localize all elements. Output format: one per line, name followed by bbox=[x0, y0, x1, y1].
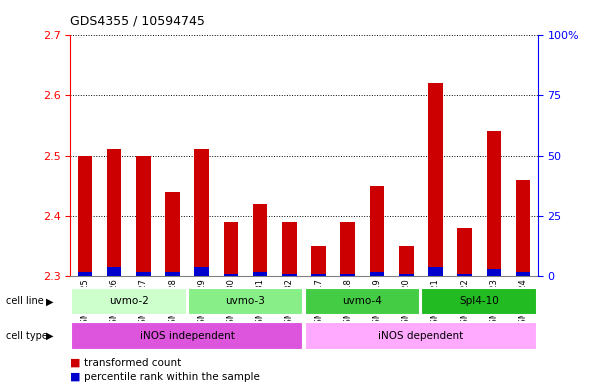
Bar bbox=[304, 322, 537, 350]
Bar bbox=[399, 274, 414, 276]
Bar bbox=[165, 192, 180, 276]
Bar bbox=[194, 267, 209, 276]
Text: ■: ■ bbox=[70, 372, 81, 382]
Bar bbox=[253, 271, 268, 276]
Text: ▶: ▶ bbox=[46, 331, 53, 341]
Bar bbox=[311, 246, 326, 276]
Text: GDS4355 / 10594745: GDS4355 / 10594745 bbox=[70, 15, 205, 28]
Bar bbox=[282, 274, 297, 276]
Bar bbox=[136, 271, 150, 276]
Text: uvmo-2: uvmo-2 bbox=[109, 296, 148, 306]
Text: percentile rank within the sample: percentile rank within the sample bbox=[84, 372, 260, 382]
Bar bbox=[516, 271, 530, 276]
Bar bbox=[224, 274, 238, 276]
Text: ■: ■ bbox=[70, 358, 81, 368]
Bar bbox=[458, 274, 472, 276]
Text: uvmo-4: uvmo-4 bbox=[342, 296, 382, 306]
Bar bbox=[78, 156, 92, 276]
Bar bbox=[136, 156, 150, 276]
Bar bbox=[71, 322, 304, 350]
Bar bbox=[486, 131, 501, 276]
Bar bbox=[399, 246, 414, 276]
Bar bbox=[253, 204, 268, 276]
Text: ▶: ▶ bbox=[46, 296, 53, 306]
Text: uvmo-3: uvmo-3 bbox=[225, 296, 266, 306]
Bar bbox=[224, 222, 238, 276]
Bar bbox=[458, 228, 472, 276]
Bar bbox=[340, 274, 355, 276]
Bar bbox=[370, 271, 384, 276]
Bar bbox=[311, 274, 326, 276]
Bar bbox=[422, 288, 537, 315]
Bar bbox=[486, 269, 501, 276]
Text: cell type: cell type bbox=[6, 331, 48, 341]
Bar bbox=[188, 288, 304, 315]
Bar bbox=[107, 267, 122, 276]
Bar bbox=[516, 180, 530, 276]
Bar bbox=[282, 222, 297, 276]
Bar bbox=[194, 149, 209, 276]
Text: cell line: cell line bbox=[6, 296, 44, 306]
Bar bbox=[340, 222, 355, 276]
Bar bbox=[107, 149, 122, 276]
Bar bbox=[370, 186, 384, 276]
Bar bbox=[428, 267, 443, 276]
Text: transformed count: transformed count bbox=[84, 358, 181, 368]
Text: Spl4-10: Spl4-10 bbox=[459, 296, 499, 306]
Bar bbox=[428, 83, 443, 276]
Bar bbox=[165, 271, 180, 276]
Text: iNOS dependent: iNOS dependent bbox=[378, 331, 464, 341]
Bar bbox=[78, 271, 92, 276]
Text: iNOS independent: iNOS independent bbox=[140, 331, 235, 341]
Bar bbox=[304, 288, 420, 315]
Bar bbox=[71, 288, 186, 315]
